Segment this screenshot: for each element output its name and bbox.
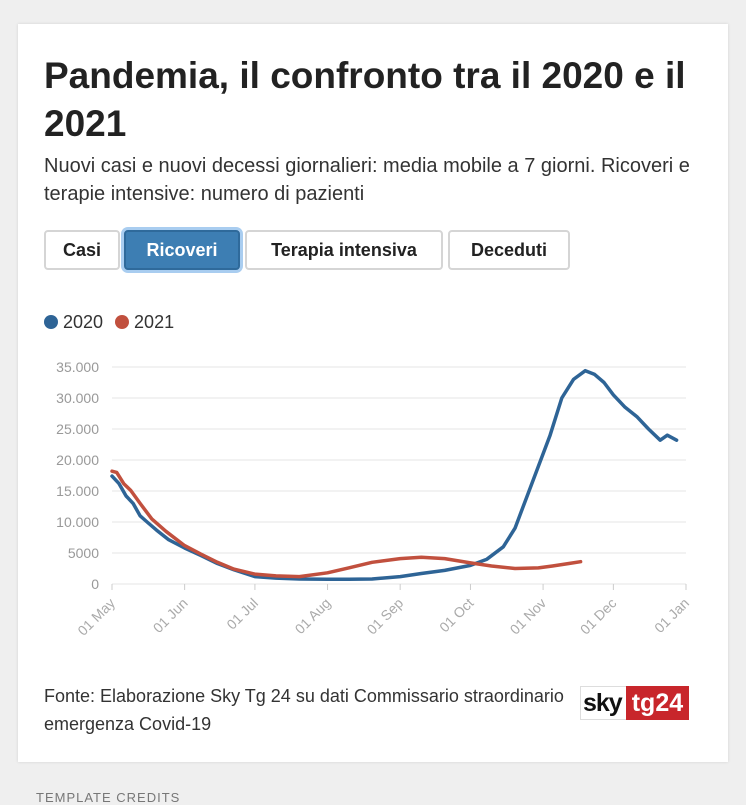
skytg24-logo: sky tg24 [580, 686, 690, 720]
y-tick-label: 15.000 [56, 483, 99, 499]
source-note: Fonte: Elaborazione Sky Tg 24 su dati Co… [44, 686, 564, 734]
legend-label-2021: 2021 [134, 311, 175, 332]
x-tick-label: 01 Oct [436, 595, 477, 636]
tab-deceduti[interactable]: Deceduti [448, 230, 570, 270]
y-tick-label: 35.000 [56, 359, 99, 375]
series-line-2021 [110, 469, 583, 579]
x-tick-label: 01 Jun [150, 595, 191, 636]
y-tick-label: 10.000 [56, 514, 99, 530]
series-line-2020 [110, 368, 679, 582]
legend-swatch-2021 [115, 315, 130, 329]
x-tick-label: 01 Nov [507, 595, 550, 638]
tab-casi[interactable]: Casi [44, 230, 120, 270]
x-tick-label: 01 Dec [577, 595, 620, 638]
chart-legend: 2020 2021 [44, 310, 186, 334]
x-tick-label: 01 May [74, 595, 118, 639]
line-chart: 0 5000 10.000 15.000 20.000 25.000 30.000 35.00… [56, 359, 692, 639]
x-tick-label: 01 Jan [651, 595, 692, 636]
page-title: Pandemia, il confronto tra il 2020 e il … [44, 55, 686, 144]
y-tick-label: 30.000 [56, 390, 99, 406]
tab-ricoveri[interactable]: Ricoveri [124, 230, 240, 270]
x-tick-label: 01 Jul [223, 595, 261, 633]
legend-label-2020: 2020 [63, 311, 104, 332]
x-tick-label: 01 Sep [364, 595, 407, 638]
logo-tg24-text: tg24 [625, 686, 690, 720]
x-tick-label: 01 Aug [292, 595, 334, 637]
y-tick-label: 20.000 [56, 452, 99, 468]
y-tick-label: 0 [91, 576, 99, 592]
y-tick-label: 5000 [68, 545, 99, 561]
legend-item-2021[interactable]: 2021 [115, 312, 174, 333]
legend-item-2020[interactable]: 2020 [44, 312, 103, 333]
page-subtitle: Nuovi casi e nuovi decessi giornalieri: … [44, 155, 690, 205]
chart-card: Pandemia, il confronto tra il 2020 e il … [18, 24, 728, 762]
logo-sky-text: sky [580, 686, 626, 720]
legend-swatch-2020 [44, 315, 58, 329]
template-credits: TEMPLATE CREDITS [36, 790, 181, 805]
y-tick-label: 25.000 [56, 421, 99, 437]
tab-terapia-intensiva[interactable]: Terapia intensiva [245, 230, 443, 270]
